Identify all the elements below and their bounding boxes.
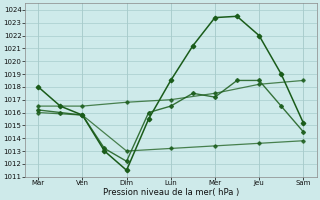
X-axis label: Pression niveau de la mer( hPa ): Pression niveau de la mer( hPa ): [103, 188, 239, 197]
